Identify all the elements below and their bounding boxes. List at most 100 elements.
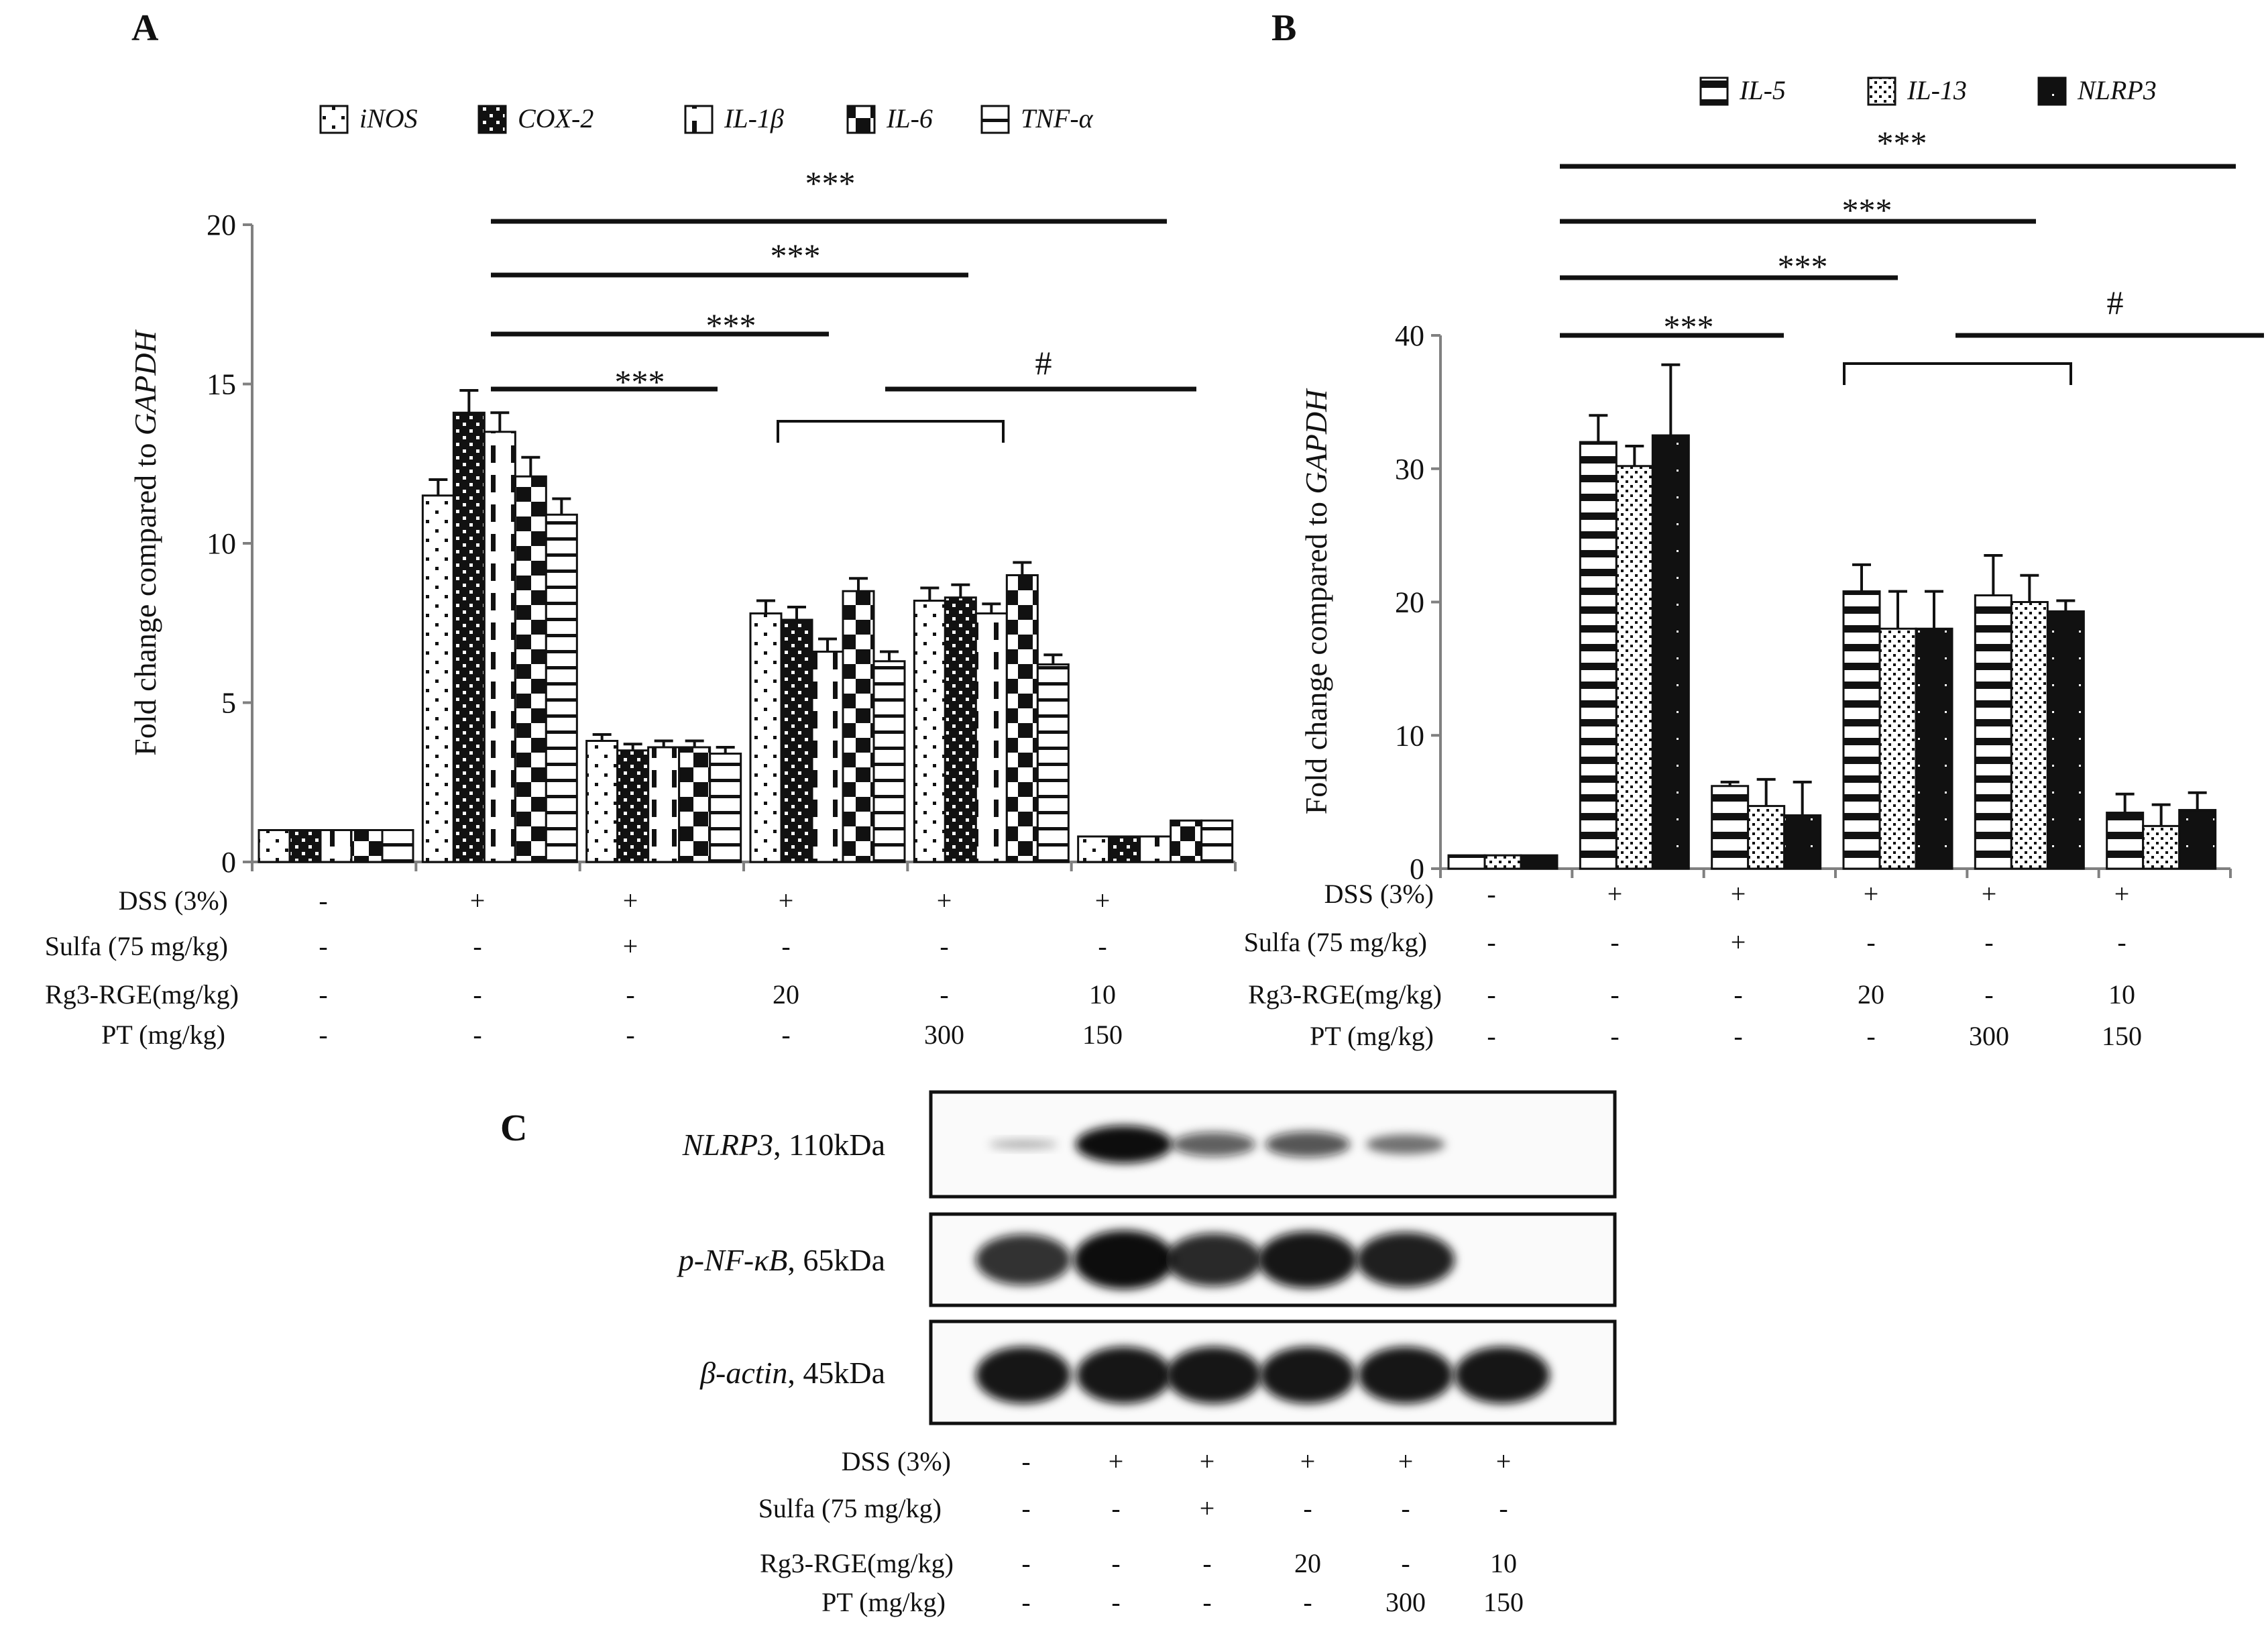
bar [1077, 835, 1111, 863]
treatment-value: 300 [1969, 1021, 2009, 1051]
blot-band [1074, 1230, 1174, 1289]
treatment-label-pt-mg-kg: PT (mg/kg) [1310, 1021, 1434, 1051]
y-axis-label: Fold change compared to GAPDH [1299, 388, 1333, 814]
y-tick-label: 15 [207, 368, 236, 401]
legend-swatch-il-5 [1699, 76, 1729, 106]
treatment-value: + [2114, 879, 2130, 909]
treatment-value: + [779, 885, 794, 916]
legend-label-il-5: IL-5 [1739, 75, 1786, 105]
treatment-value: - [319, 931, 327, 961]
bar [974, 612, 1008, 863]
bar [1447, 854, 1486, 870]
blot-band [1076, 1346, 1172, 1404]
legend-label-tnf: TNF-α [1021, 103, 1094, 133]
treatment-value: - [626, 979, 634, 1010]
treatment-value: + [1864, 879, 1879, 909]
treatment-value: 150 [1082, 1020, 1123, 1050]
chart-b: Fold change compared to GAPDH 0 10 20 30 40 IL… [1244, 75, 2264, 1051]
panel-letter-c: C [500, 1107, 527, 1149]
treatment-label-dss-3: DSS (3%) [119, 885, 228, 916]
treatment-value: 10 [1490, 1548, 1517, 1578]
bar [2178, 809, 2217, 870]
blot-band [976, 1346, 1071, 1404]
legend-swatch-inos [319, 105, 349, 134]
treatment-value: - [1734, 1021, 1742, 1051]
treatment-value: - [319, 979, 327, 1010]
treatment-label-rg3-rge-mg-kg: Rg3-RGE(mg/kg) [45, 979, 239, 1010]
bar [545, 513, 578, 863]
bar [1170, 819, 1203, 863]
treatment-value: - [1111, 1587, 1120, 1617]
bar [319, 829, 353, 863]
treatment-value: - [473, 931, 481, 961]
y-tick-label: 10 [207, 527, 236, 560]
bar [1036, 663, 1070, 863]
significance-mark: *** [706, 307, 756, 344]
blot-band [1076, 1126, 1172, 1163]
bar [421, 494, 455, 863]
treatment-value: - [2117, 927, 2126, 957]
bar [709, 753, 742, 863]
significance-mark: *** [1778, 248, 1828, 285]
bar [452, 411, 486, 863]
bar [647, 746, 681, 863]
y-tick-label: 0 [221, 846, 236, 879]
blot-label: p-NF-κB, 65kDa [677, 1243, 885, 1277]
y-axis-label: Fold change compared to GAPDH [128, 329, 162, 755]
treatment-label-pt-mg-kg: PT (mg/kg) [101, 1020, 225, 1050]
treatment-value: - [940, 931, 948, 961]
bar [1747, 805, 1786, 870]
blot-label-size: , 45kDa [787, 1356, 885, 1390]
bar [944, 596, 977, 863]
blot-label-gene: β-actin [699, 1356, 787, 1390]
treatment-value: - [1111, 1548, 1120, 1578]
bar [1108, 835, 1141, 863]
treatment-value: + [1200, 1493, 1215, 1523]
significance-mark: *** [1877, 124, 1927, 162]
bar [842, 590, 875, 863]
treatment-value: - [1734, 979, 1742, 1010]
y-axis-label-gene: GAPDH [128, 329, 162, 435]
treatment-value: - [1487, 979, 1495, 1010]
y-tick-label: 40 [1395, 319, 1424, 352]
blot-band [1166, 1233, 1262, 1287]
treatment-label-sulfa-75-mg-kg: Sulfa (75 mg/kg) [1244, 927, 1427, 957]
treatment-value: - [940, 979, 948, 1010]
treatment-value: - [1021, 1587, 1030, 1617]
treatment-value: - [319, 1020, 327, 1050]
treatment-value: + [1607, 879, 1623, 909]
western-blot: NLRP3, 110kDa p-NF-κB, 65kDa β-actin, 45kD… [677, 1090, 1617, 1617]
treatment-value: - [473, 1020, 481, 1050]
treatment-value: - [1021, 1493, 1030, 1523]
treatment-value: 300 [1385, 1587, 1426, 1617]
blot-label-gene: NLRP3 [682, 1128, 773, 1162]
y-axis-label-text: Fold change compared to [128, 435, 162, 756]
treatment-value: 20 [1294, 1548, 1321, 1578]
blot-band [1455, 1346, 1550, 1404]
bar [1915, 627, 1953, 870]
treatment-value: - [1866, 927, 1875, 957]
bar [1878, 627, 1917, 870]
treatment-value: + [1496, 1446, 1512, 1476]
treatment-label-rg3-rge-mg-kg: Rg3-RGE(mg/kg) [1248, 979, 1442, 1010]
significance-mark: *** [615, 363, 665, 400]
treatment-value: + [623, 885, 638, 916]
legend-label-il-6: IL-6 [886, 103, 933, 133]
treatment-value: - [1610, 979, 1619, 1010]
treatment-value: - [781, 931, 790, 961]
blot-band [1265, 1131, 1351, 1158]
treatment-value: - [1202, 1587, 1211, 1617]
bar [381, 829, 414, 863]
bar [1711, 785, 1750, 870]
blot-band [1172, 1132, 1256, 1157]
significance-mark: *** [805, 164, 856, 202]
bar [2106, 812, 2145, 870]
blot-label: β-actin, 45kDa [699, 1356, 885, 1390]
bar [2010, 601, 2049, 870]
bar [2142, 824, 2181, 870]
treatment-value: + [470, 885, 486, 916]
bar [1520, 854, 1558, 870]
blot-band [1166, 1346, 1261, 1404]
treatment-value: - [1401, 1548, 1410, 1578]
treatment-value: 10 [1089, 979, 1116, 1010]
